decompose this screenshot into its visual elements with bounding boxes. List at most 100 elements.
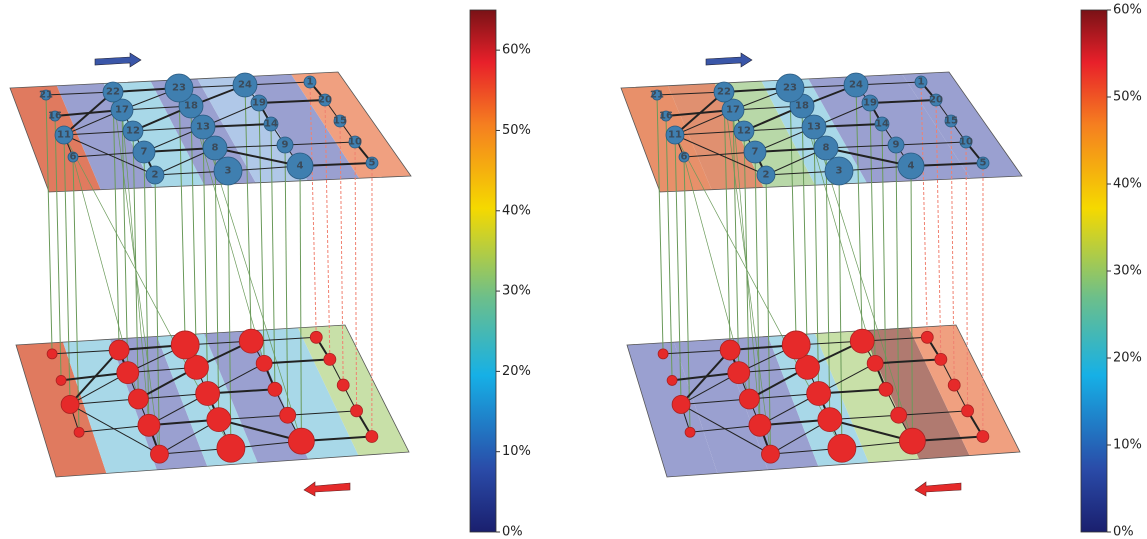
bottom-node	[749, 414, 771, 436]
bottom-node	[310, 331, 322, 343]
node-label: 8	[212, 143, 219, 154]
bottom-node	[685, 427, 695, 437]
direction-arrow	[304, 482, 350, 496]
node-label: 3	[836, 166, 843, 177]
bottom-node	[962, 405, 974, 417]
bottom-node	[850, 329, 874, 353]
bottom-node	[280, 407, 296, 423]
node-label: 4	[297, 161, 304, 172]
node-label: 2	[152, 170, 159, 181]
node-label: 18	[795, 101, 809, 112]
colorbar-tick-label: 60%	[502, 43, 531, 58]
bottom-node	[117, 362, 139, 384]
colorbar-tick-label: 20%	[1113, 351, 1142, 366]
node-label: 15	[333, 116, 347, 127]
node-label: 16	[48, 111, 62, 122]
colorbar-tick-label: 0%	[1113, 525, 1134, 539]
node-label: 16	[659, 111, 673, 122]
node-label: 13	[196, 122, 210, 133]
bottom-node	[288, 428, 314, 454]
bottom-node	[728, 362, 750, 384]
node-label: 5	[369, 158, 376, 169]
bottom-node	[56, 375, 66, 385]
bottom-node	[351, 405, 363, 417]
node-label: 11	[668, 130, 682, 141]
bottom-node	[818, 408, 842, 432]
node-label: 7	[141, 147, 148, 158]
node-label: 22	[106, 87, 120, 98]
node-label: 8	[823, 143, 830, 154]
bottom-node	[171, 331, 199, 359]
node-label: 20	[318, 95, 332, 106]
node-label: 19	[252, 98, 266, 109]
direction-arrow	[706, 53, 752, 67]
node-label: 14	[264, 119, 278, 130]
node-label: 15	[944, 116, 958, 127]
bottom-node	[268, 382, 282, 396]
node-label: 11	[57, 130, 71, 141]
bottom-node	[921, 331, 933, 343]
node-label: 6	[681, 152, 688, 163]
direction-arrow	[95, 53, 141, 67]
node-label: 12	[737, 126, 751, 137]
colorbar-tick-label: 10%	[1113, 438, 1142, 453]
bottom-node	[74, 427, 84, 437]
node-label: 24	[849, 80, 863, 91]
panel: 1234567891011121314151617181920212223240…	[621, 3, 1142, 539]
bottom-node	[324, 353, 336, 365]
colorbar	[1081, 10, 1107, 532]
bottom-node	[672, 395, 690, 413]
bottom-node	[899, 428, 925, 454]
colorbar-tick-label: 30%	[502, 284, 531, 299]
bottom-node	[658, 349, 668, 359]
bottom-node	[109, 340, 129, 360]
node-label: 21	[650, 90, 664, 101]
node-label: 9	[282, 140, 289, 151]
bottom-node	[782, 331, 810, 359]
bottom-node	[366, 431, 378, 443]
node-label: 14	[875, 119, 889, 130]
node-label: 10	[959, 137, 973, 148]
colorbar-tick-label: 20%	[502, 364, 531, 379]
colorbar-tick-label: 50%	[502, 123, 531, 138]
bottom-node	[948, 379, 960, 391]
colorbar-tick-label: 40%	[502, 203, 531, 218]
node-label: 23	[172, 83, 186, 94]
node-label: 22	[717, 87, 731, 98]
bottom-node	[150, 445, 168, 463]
node-label: 24	[238, 80, 252, 91]
bottom-node	[667, 375, 677, 385]
node-label: 10	[348, 137, 362, 148]
bottom-node	[61, 395, 79, 413]
node-label: 9	[893, 140, 900, 151]
node-label: 17	[115, 105, 129, 116]
bottom-node	[207, 408, 231, 432]
bottom-node	[867, 355, 883, 371]
bottom-node	[739, 389, 759, 409]
figure: 1234567891011121314151617181920212223240…	[0, 0, 1147, 539]
colorbar-tick-label: 60%	[1113, 3, 1142, 18]
node-label: 1	[307, 77, 314, 88]
colorbar-tick-label: 0%	[502, 525, 523, 539]
colorbar-tick-label: 50%	[1113, 90, 1142, 105]
colorbar-tick-label: 40%	[1113, 177, 1142, 192]
bottom-node	[879, 382, 893, 396]
bottom-node	[256, 355, 272, 371]
colorbar	[470, 10, 496, 532]
bottom-node	[761, 445, 779, 463]
direction-arrow	[915, 482, 961, 496]
node-label: 12	[126, 126, 140, 137]
bottom-node	[138, 414, 160, 436]
node-label: 4	[908, 161, 915, 172]
bottom-node	[239, 329, 263, 353]
node-label: 17	[726, 105, 740, 116]
node-label: 5	[980, 158, 987, 169]
node-label: 23	[783, 83, 797, 94]
bottom-node	[891, 407, 907, 423]
bottom-node	[217, 434, 245, 462]
node-label: 2	[763, 170, 770, 181]
colorbar-tick-label: 10%	[502, 444, 531, 459]
colorbar-tick-label: 30%	[1113, 264, 1142, 279]
bottom-node	[977, 431, 989, 443]
